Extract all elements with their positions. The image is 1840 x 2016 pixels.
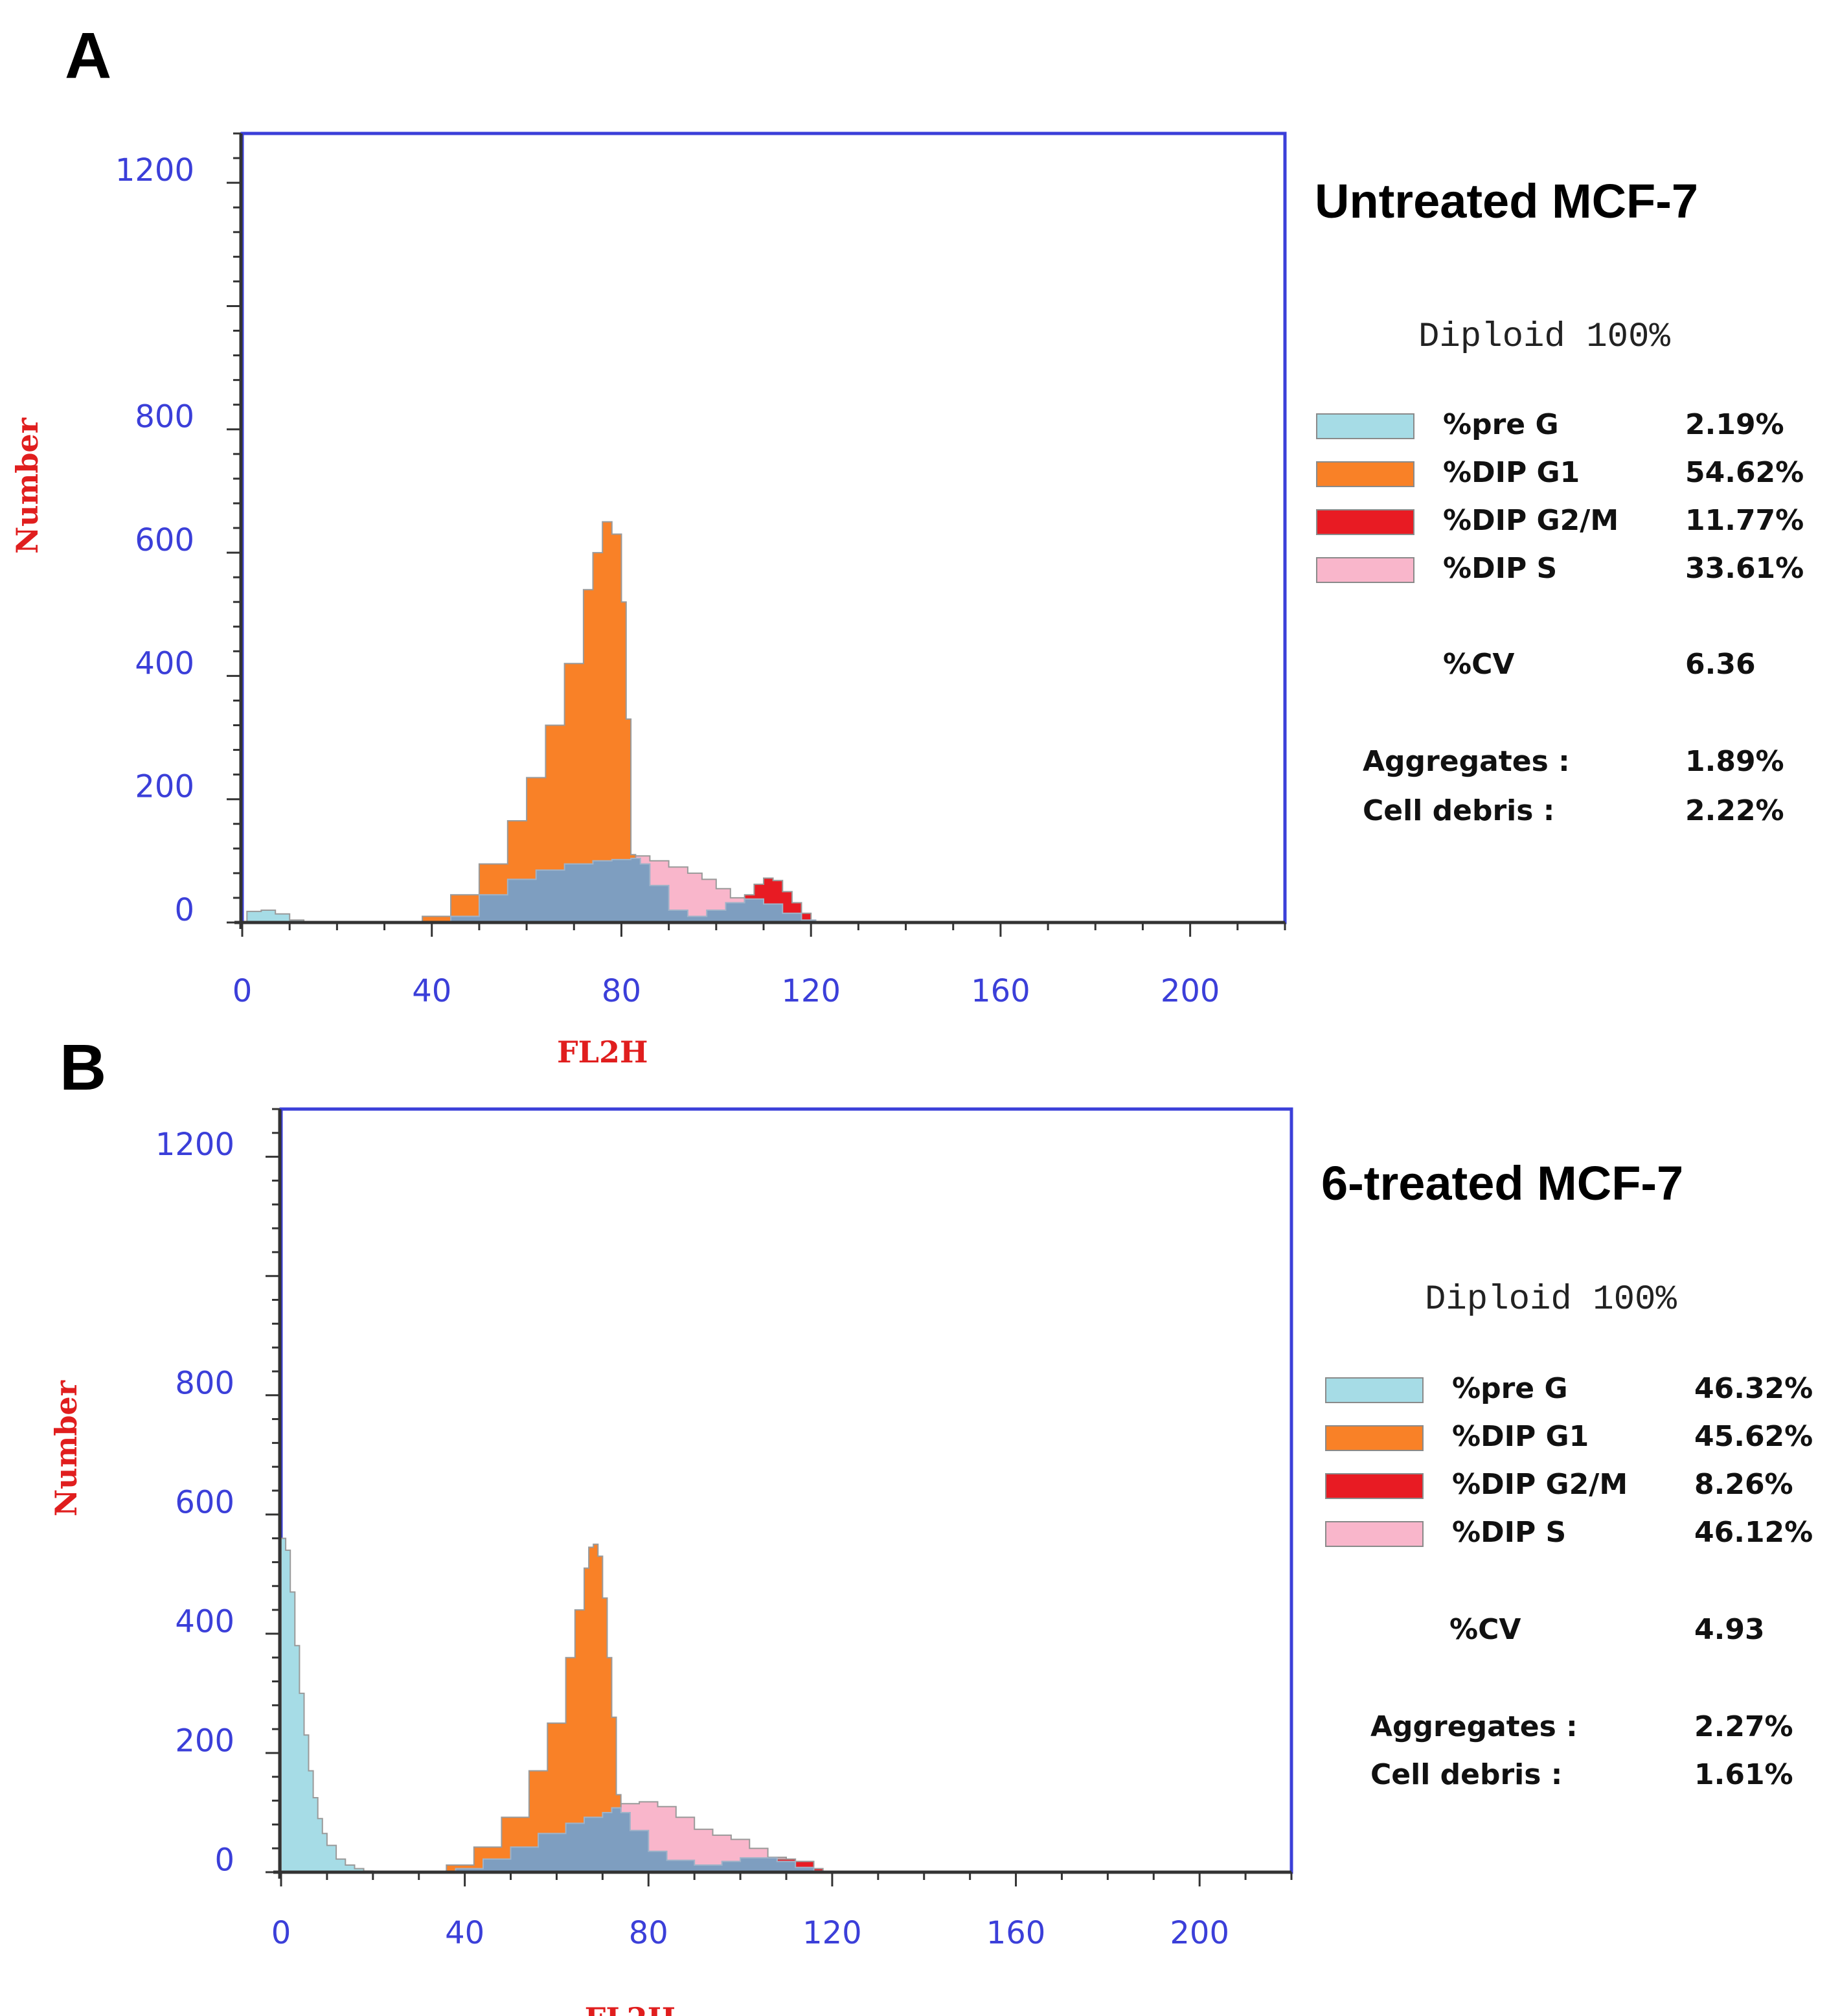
legend-value: 54.62% xyxy=(1685,456,1804,489)
aggregates-label: Aggregates : xyxy=(1370,1710,1578,1743)
cv-value: 4.93 xyxy=(1694,1613,1765,1646)
diploid-label: Diploid 100% xyxy=(1425,1280,1677,1320)
legend-value: 45.62% xyxy=(1694,1420,1813,1453)
cell-debris-label: Cell debris : xyxy=(1363,794,1555,827)
histogram-series xyxy=(394,521,641,923)
chart-title: Untreated MCF-7 xyxy=(1315,174,1699,228)
y-tick-label: 600 xyxy=(135,522,194,558)
x-tick-label: 120 xyxy=(802,1915,862,1951)
histogram-base-area xyxy=(413,858,817,923)
x-tick-label: 120 xyxy=(781,973,841,1009)
legend-value: 33.61% xyxy=(1685,552,1804,585)
y-axis-label: Number xyxy=(49,1380,84,1517)
aggregates-label: Aggregates : xyxy=(1363,745,1570,778)
y-tick-label: 0 xyxy=(214,1842,234,1879)
aggregates-value: 2.27% xyxy=(1694,1710,1793,1743)
histogram-series xyxy=(280,1537,374,1873)
y-tick-label: 600 xyxy=(175,1484,234,1520)
legend-label: %DIP G1 xyxy=(1452,1420,1589,1453)
cell-debris-value: 2.22% xyxy=(1685,794,1784,827)
legend-swatch xyxy=(1316,509,1414,535)
x-tick-label: 80 xyxy=(602,973,641,1009)
cv-label: %CV xyxy=(1443,648,1515,681)
legend-value: 11.77% xyxy=(1685,504,1804,537)
legend-value: 2.19% xyxy=(1685,408,1784,441)
x-tick-label: 80 xyxy=(629,1915,668,1951)
x-axis-label: FL2H xyxy=(585,2001,676,2016)
panel-letter: A xyxy=(65,19,112,92)
x-tick-label: 40 xyxy=(412,973,451,1009)
legend-swatch xyxy=(1316,461,1414,487)
legend-label: %pre G xyxy=(1452,1372,1568,1405)
histogram-series xyxy=(418,1543,626,1873)
y-tick-label: 200 xyxy=(175,1723,234,1759)
x-tick-label: 160 xyxy=(971,973,1030,1009)
legend-label: %pre G xyxy=(1443,408,1559,441)
aggregates-value: 1.89% xyxy=(1685,745,1784,778)
x-tick-label: 0 xyxy=(271,1915,291,1951)
y-tick-label: 0 xyxy=(174,892,194,928)
legend-value: 8.26% xyxy=(1694,1468,1793,1501)
legend-swatch xyxy=(1316,413,1414,439)
legend-value: 46.32% xyxy=(1694,1372,1813,1405)
chart-title: 6-treated MCF-7 xyxy=(1321,1156,1684,1210)
cell-debris-value: 1.61% xyxy=(1694,1758,1793,1791)
y-tick-label: 1200 xyxy=(115,152,194,189)
legend-label: %DIP G2/M xyxy=(1452,1468,1628,1501)
cv-label: %CV xyxy=(1449,1613,1521,1646)
histogram-chart: 0 200 400 600 800 1200 0 40 80 120 160 200 FL2H Numbe… xyxy=(49,1107,1293,2016)
panel-letter: B xyxy=(60,1031,107,1104)
y-tick-label: 200 xyxy=(135,769,194,805)
legend-swatch xyxy=(1325,1521,1424,1547)
panel-b: B 0 200 400 600 800 1200 0 40 80 120 160 200 FL2H Num… xyxy=(0,1008,1840,2016)
legend-swatch xyxy=(1325,1473,1424,1499)
plot-frame xyxy=(240,132,1287,924)
legend-label: %DIP G2/M xyxy=(1443,504,1619,537)
legend-label: %DIP G1 xyxy=(1443,456,1580,489)
legend-label: %DIP S xyxy=(1452,1516,1567,1549)
histogram-base-area xyxy=(418,1807,824,1873)
legend-label: %DIP S xyxy=(1443,552,1558,585)
histogram-chart: 0 200 400 600 800 1200 0 40 80 120 160 200 FL2H Numbe… xyxy=(10,132,1287,1070)
y-tick-label: 800 xyxy=(135,399,194,435)
x-tick-label: 160 xyxy=(986,1915,1046,1951)
plot-frame xyxy=(279,1107,1293,1874)
legend-swatch xyxy=(1325,1377,1424,1403)
legend-swatch xyxy=(1325,1425,1424,1451)
y-tick-label: 800 xyxy=(175,1365,234,1401)
histogram-series xyxy=(246,910,305,923)
cv-value: 6.36 xyxy=(1685,648,1756,681)
y-axis-label: Number xyxy=(10,417,45,554)
diploid-label: Diploid 100% xyxy=(1418,317,1670,357)
x-tick-label: 200 xyxy=(1161,973,1220,1009)
x-tick-label: 40 xyxy=(445,1915,484,1951)
legend-swatch xyxy=(1316,557,1414,583)
panel-a: A 0 200 400 600 800 1200 0 40 80 120 160 200 FL2H Num… xyxy=(10,19,1804,1070)
x-axis-label: FL2H xyxy=(557,1035,648,1070)
y-tick-label: 400 xyxy=(175,1603,234,1640)
x-tick-label: 0 xyxy=(233,973,253,1009)
legend-value: 46.12% xyxy=(1694,1516,1813,1549)
cell-debris-label: Cell debris : xyxy=(1370,1758,1563,1791)
y-tick-label: 1200 xyxy=(155,1127,234,1163)
x-tick-label: 200 xyxy=(1170,1915,1229,1951)
y-tick-label: 400 xyxy=(135,645,194,682)
